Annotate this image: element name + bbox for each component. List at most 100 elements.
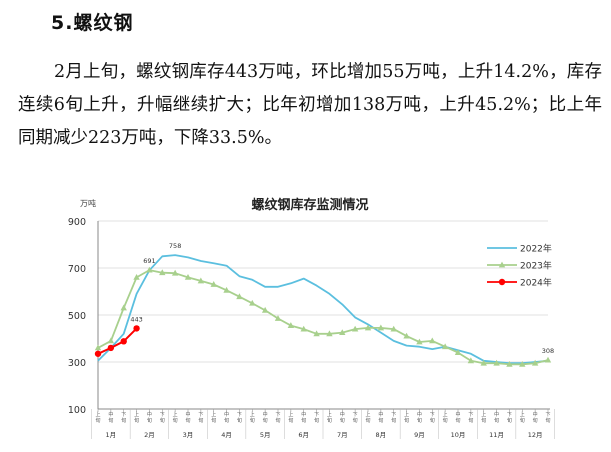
x-month-label: 12月 — [528, 431, 543, 439]
data-point-2023年 — [146, 266, 153, 273]
x-period-label: 中旬 — [533, 411, 538, 424]
data-point-2023年 — [493, 359, 500, 366]
x-period-label: 上旬 — [481, 411, 486, 424]
x-month-label: 7月 — [337, 431, 348, 439]
series-line-2022年 — [97, 254, 549, 365]
x-period-label: 上旬 — [520, 411, 525, 424]
data-point-2023年 — [506, 360, 513, 367]
data-point-2023年 — [133, 274, 140, 280]
data-point-2023年 — [313, 330, 320, 337]
data-label: 758 — [169, 242, 181, 250]
data-point-2023年 — [390, 325, 397, 332]
y-axis-unit-label: 万吨 — [80, 198, 96, 208]
x-period-label: 下旬 — [507, 412, 512, 424]
x-period-label: 下旬 — [353, 412, 358, 424]
data-point-2023年 — [120, 304, 127, 311]
legend-label: 2023年 — [520, 260, 552, 272]
legend-marker — [498, 278, 506, 286]
data-point-2023年 — [171, 269, 179, 276]
data-point-2024年 — [107, 344, 115, 352]
data-point-2023年 — [249, 299, 256, 306]
x-period-label: 上旬 — [211, 411, 216, 424]
data-label: 308 — [542, 347, 554, 355]
x-period-label: 上旬 — [404, 411, 409, 424]
x-period-label: 上旬 — [134, 411, 139, 424]
x-period-label: 上旬 — [95, 411, 100, 424]
data-point-2023年 — [339, 329, 346, 336]
x-period-label: 下旬 — [198, 412, 203, 424]
data-point-2023年 — [377, 324, 385, 331]
x-period-label: 中旬 — [340, 411, 345, 424]
x-period-label: 中旬 — [494, 411, 499, 424]
data-point-2023年 — [544, 356, 552, 363]
data-point-2024年 — [94, 350, 102, 357]
y-tick-label: 500 — [68, 311, 86, 322]
data-point-2023年 — [364, 324, 372, 331]
x-period-label: 下旬 — [545, 412, 550, 424]
data-point-2023年 — [107, 337, 115, 344]
x-period-label: 中旬 — [108, 411, 113, 424]
data-point-2023年 — [480, 359, 487, 366]
data-point-2023年 — [519, 360, 526, 367]
data-point-2024年 — [120, 338, 127, 345]
x-period-label: 上旬 — [365, 411, 370, 424]
data-point-2023年 — [429, 337, 436, 344]
x-period-label: 上旬 — [327, 411, 332, 424]
x-month-label: 11月 — [489, 431, 504, 439]
x-period-label: 下旬 — [275, 412, 280, 424]
section-paragraph: 2月上旬，螺纹钢库存443万吨，环比增加55万吨，上升14.2%，库存连续6旬上… — [18, 62, 602, 148]
x-period-label: 上旬 — [173, 411, 178, 424]
x-month-label: 2月 — [144, 431, 155, 439]
x-period-label: 下旬 — [430, 412, 435, 424]
y-tick-label: 700 — [68, 264, 86, 275]
x-month-label: 6月 — [298, 431, 309, 439]
data-point-2023年 — [454, 349, 462, 355]
legend-marker — [498, 261, 506, 268]
x-period-label: 下旬 — [237, 412, 242, 424]
data-label: 691 — [143, 257, 155, 265]
x-period-label: 中旬 — [301, 411, 306, 424]
data-point-2023年 — [236, 293, 243, 300]
data-point-2023年 — [326, 330, 333, 337]
series-line-2024年 — [97, 327, 138, 355]
data-point-2023年 — [223, 286, 230, 293]
y-tick-label: 900 — [68, 217, 86, 228]
chart-title: 螺纹钢库存监测情况 — [251, 197, 368, 213]
x-period-label: 下旬 — [468, 412, 473, 424]
data-point-2023年 — [184, 274, 192, 280]
data-point-2023年 — [441, 343, 449, 350]
section-heading: 5.螺纹钢 — [51, 12, 134, 34]
x-period-label: 中旬 — [185, 411, 190, 424]
x-period-label: 中旬 — [147, 411, 152, 424]
data-point-2023年 — [531, 359, 539, 366]
x-period-label: 上旬 — [288, 411, 293, 424]
x-period-label: 上旬 — [443, 411, 448, 424]
x-period-label: 中旬 — [455, 411, 460, 424]
data-point-2023年 — [274, 315, 282, 321]
x-period-label: 上旬 — [250, 411, 255, 424]
data-point-2023年 — [351, 325, 359, 332]
x-period-label: 中旬 — [417, 411, 422, 424]
legend-label: 2022年 — [520, 243, 552, 255]
x-month-label: 1月 — [106, 431, 117, 439]
x-period-label: 中旬 — [224, 411, 229, 424]
x-period-label: 中旬 — [378, 411, 383, 424]
data-point-2023年 — [467, 357, 475, 364]
y-tick-label: 100 — [68, 405, 86, 416]
data-point-2023年 — [403, 332, 410, 339]
x-period-label: 中旬 — [263, 411, 268, 424]
data-point-2023年 — [416, 338, 423, 345]
data-point-2023年 — [261, 306, 269, 313]
x-period-label: 下旬 — [160, 412, 165, 424]
legend-label: 2024年 — [520, 277, 552, 289]
data-point-2023年 — [300, 325, 307, 332]
data-point-2023年 — [94, 344, 102, 351]
data-point-2023年 — [210, 281, 217, 287]
x-month-label: 8月 — [376, 431, 387, 439]
data-point-2024年 — [133, 325, 140, 332]
x-period-label: 下旬 — [121, 412, 126, 424]
y-tick-label: 300 — [68, 358, 86, 369]
series-line-2023年 — [97, 269, 549, 366]
data-label: 443 — [130, 315, 142, 323]
